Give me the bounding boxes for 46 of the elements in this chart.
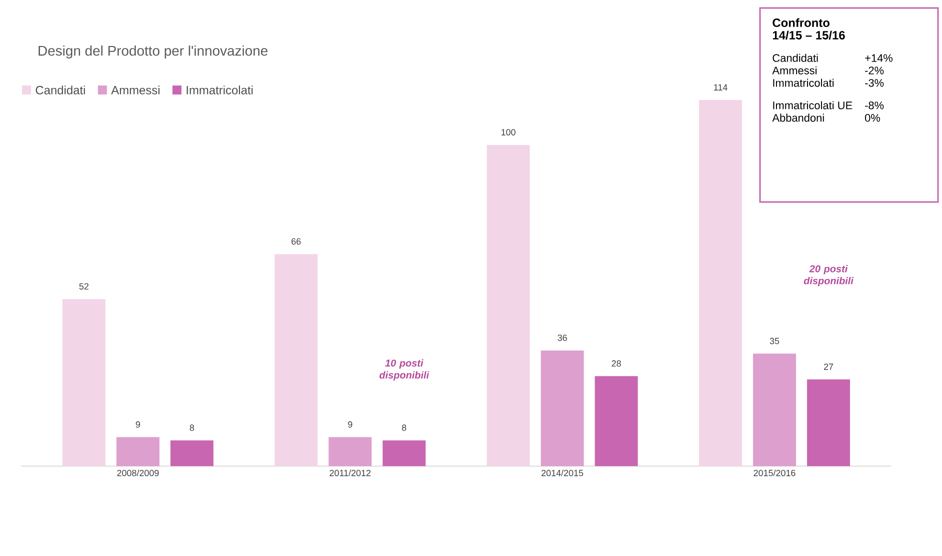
bar <box>170 440 214 466</box>
bar <box>594 376 638 466</box>
data-label: 28 <box>612 360 621 367</box>
bar <box>328 437 372 466</box>
data-label: 66 <box>292 238 301 245</box>
legend-label: Ammessi <box>111 86 160 94</box>
text: Candidati <box>772 54 818 62</box>
bar <box>699 100 742 466</box>
bar <box>382 440 426 466</box>
legend-label: Candidati <box>36 86 85 94</box>
bar <box>62 299 106 466</box>
chart-title: Design del Prodotto per l'innovazione <box>38 45 268 58</box>
bar <box>274 254 318 466</box>
bar <box>486 144 530 466</box>
bar <box>540 350 584 466</box>
text: -3% <box>865 79 884 87</box>
annotation: Immatricolati UE <box>773 101 852 110</box>
annotation: Abbandoni <box>772 114 824 122</box>
x-tick-label: 2011/2012 <box>330 470 371 476</box>
data-label: 36 <box>558 334 567 341</box>
data-label: 35 <box>770 338 780 344</box>
data-label: 100 <box>502 129 516 136</box>
data-label: 52 <box>79 283 88 290</box>
text: Ammessi <box>772 66 817 74</box>
annotation: 20 posti disponibili <box>804 265 854 286</box>
bar <box>807 379 850 466</box>
x-tick-label: 2008/2009 <box>117 470 159 476</box>
data-label: 114 <box>714 84 728 90</box>
text: +14% <box>865 54 893 62</box>
data-label: 8 <box>190 424 194 431</box>
annotation: 0% <box>865 114 880 122</box>
text: 14/15 – 15/16 <box>772 30 845 40</box>
bar <box>116 437 160 466</box>
x-tick-label: 2015/2016 <box>754 470 796 476</box>
text: -2% <box>865 66 884 74</box>
annotation: 10 posti disponibili <box>380 359 430 381</box>
legend-label: Immatricolati <box>186 86 253 94</box>
x-tick-label: 2014/2015 <box>542 470 584 476</box>
text: Immatricolati <box>773 78 834 87</box>
annotation: -8% <box>865 102 884 110</box>
data-label: 9 <box>136 421 140 428</box>
bar <box>753 354 796 466</box>
text: Confronto <box>772 18 830 28</box>
data-label: 9 <box>348 421 352 428</box>
data-label: 27 <box>824 364 834 370</box>
data-label: 8 <box>402 424 406 431</box>
